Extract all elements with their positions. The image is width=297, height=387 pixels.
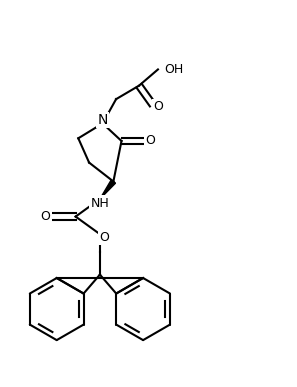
Text: O: O xyxy=(99,231,109,244)
Text: O: O xyxy=(40,210,50,223)
Text: N: N xyxy=(97,113,108,127)
Text: NH: NH xyxy=(91,197,109,210)
Text: O: O xyxy=(145,135,155,147)
Text: O: O xyxy=(153,100,163,113)
Polygon shape xyxy=(100,180,116,199)
Text: OH: OH xyxy=(165,63,184,76)
